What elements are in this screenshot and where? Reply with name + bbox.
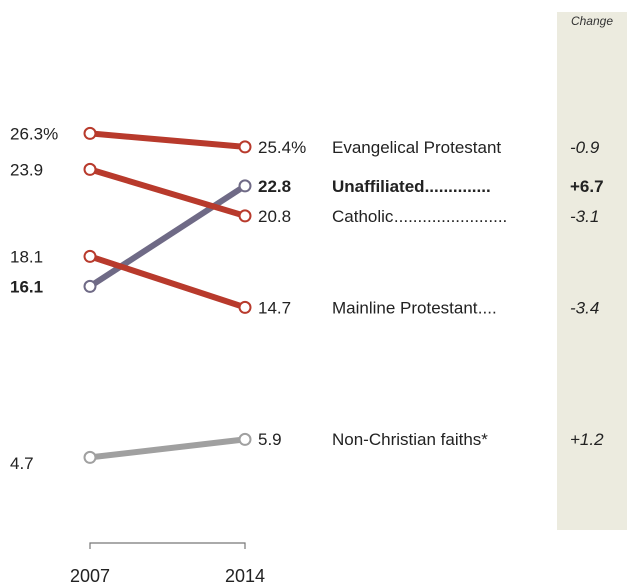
point-end-mainline-protestant	[238, 300, 252, 314]
leader-dots-catholic: ........................	[394, 207, 507, 226]
change-value-unaffiliated: +6.7	[570, 177, 604, 196]
category-label-mainline-protestant: Mainline Protestant	[332, 298, 478, 317]
value-label-2014-evangelical-protestant: 25.4%	[258, 138, 306, 157]
change-value-mainline-protestant: -3.4	[570, 298, 599, 317]
x-axis-bracket	[89, 542, 246, 549]
series-evangelical-protestant: 26.3% 25.4% Evangelical Protestant -0.9	[10, 124, 600, 157]
point-start-non-christian-faiths	[83, 450, 97, 464]
series-mainline-protestant: 18.1 14.7 Mainline Protestant.... -3.4	[10, 247, 599, 317]
series-line-evangelical-protestant	[89, 130, 246, 150]
value-label-2014-unaffiliated: 22.8	[258, 177, 291, 196]
value-label-2007-non-christian-faiths: 4.7	[10, 454, 34, 473]
value-label-2007-catholic: 23.9	[10, 160, 43, 179]
series-line-non-christian-faiths	[89, 436, 246, 461]
point-end-catholic	[238, 209, 252, 223]
value-label-2007-unaffiliated: 16.1	[10, 277, 43, 296]
point-start-catholic	[83, 162, 97, 176]
change-value-evangelical-protestant: -0.9	[570, 138, 600, 157]
leader-dots-mainline-protestant: ....	[478, 298, 497, 317]
series-line-catholic	[89, 166, 246, 219]
x-tick-2007: 2007	[70, 566, 110, 586]
point-end-evangelical-protestant	[238, 140, 252, 154]
value-label-2007-evangelical-protestant: 26.3%	[10, 124, 58, 143]
category-label-evangelical-protestant: Evangelical Protestant	[332, 138, 501, 157]
x-tick-2014: 2014	[225, 566, 265, 586]
point-start-evangelical-protestant	[83, 126, 97, 140]
series-unaffiliated: 16.1 22.8 Unaffiliated .............. +6.7	[10, 177, 604, 297]
category-label-non-christian-faiths: Non-Christian faiths*	[332, 430, 488, 449]
point-start-mainline-protestant	[83, 249, 97, 263]
value-label-2014-mainline-protestant: 14.7	[258, 298, 291, 317]
leader-dots-unaffiliated: ..............	[425, 177, 491, 196]
series-catholic: 23.9 20.8 Catholic .......................…	[10, 160, 599, 226]
category-label-unaffiliated: Unaffiliated	[332, 177, 425, 196]
change-column-background	[557, 12, 627, 530]
value-label-2014-catholic: 20.8	[258, 207, 291, 226]
series-line-mainline-protestant	[89, 253, 246, 311]
point-end-non-christian-faiths	[238, 432, 252, 446]
point-end-unaffiliated	[238, 179, 252, 193]
value-label-2007-mainline-protestant: 18.1	[10, 247, 43, 266]
series-line-unaffiliated	[88, 183, 247, 289]
change-value-catholic: -3.1	[570, 207, 599, 226]
category-label-catholic: Catholic	[332, 207, 394, 226]
point-start-unaffiliated	[83, 279, 97, 293]
series-non-christian-faiths: 4.7 5.9 Non-Christian faiths* +1.2	[10, 430, 604, 473]
change-value-non-christian-faiths: +1.2	[570, 430, 604, 449]
value-label-2014-non-christian-faiths: 5.9	[258, 430, 282, 449]
change-header: Change	[571, 14, 613, 28]
